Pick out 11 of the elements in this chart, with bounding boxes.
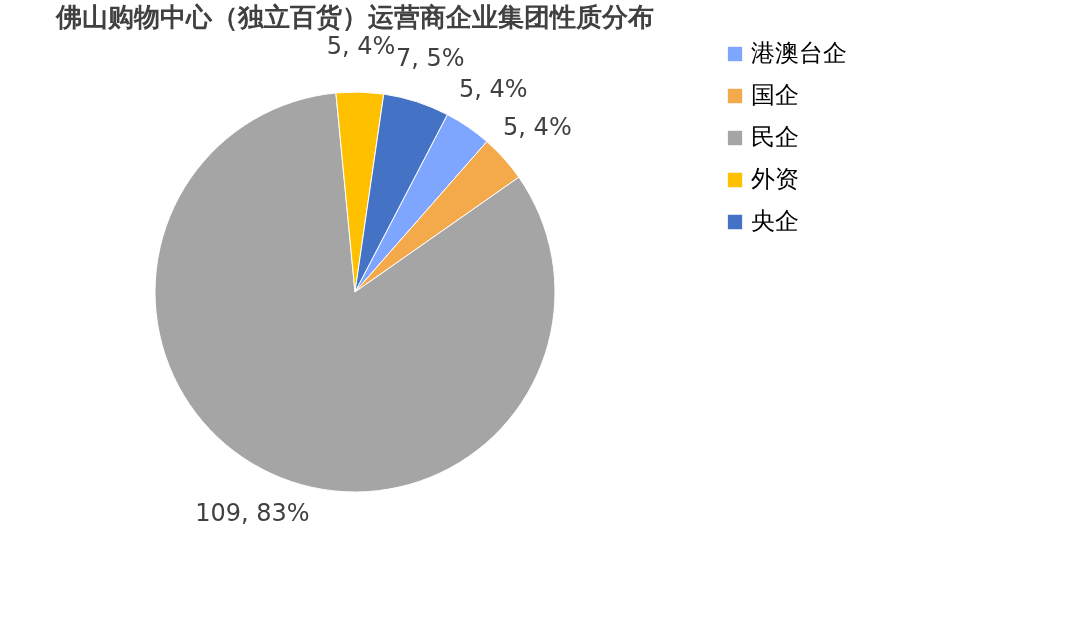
data-label: 5, 4% <box>503 113 572 142</box>
data-label: 5, 4% <box>326 32 396 61</box>
chart-title: 佛山购物中心（独立百货）运营商企业集团性质分布 <box>55 2 654 33</box>
legend-label: 港澳台企 <box>751 39 847 67</box>
legend-label: 央企 <box>751 207 799 235</box>
legend-label: 外资 <box>751 165 799 193</box>
data-label: 5, 4% <box>459 74 528 103</box>
data-label: 7, 5% <box>395 43 465 72</box>
data-label: 109, 83% <box>195 499 310 528</box>
legend-label: 民企 <box>751 123 799 151</box>
legend-label: 国企 <box>751 81 799 109</box>
